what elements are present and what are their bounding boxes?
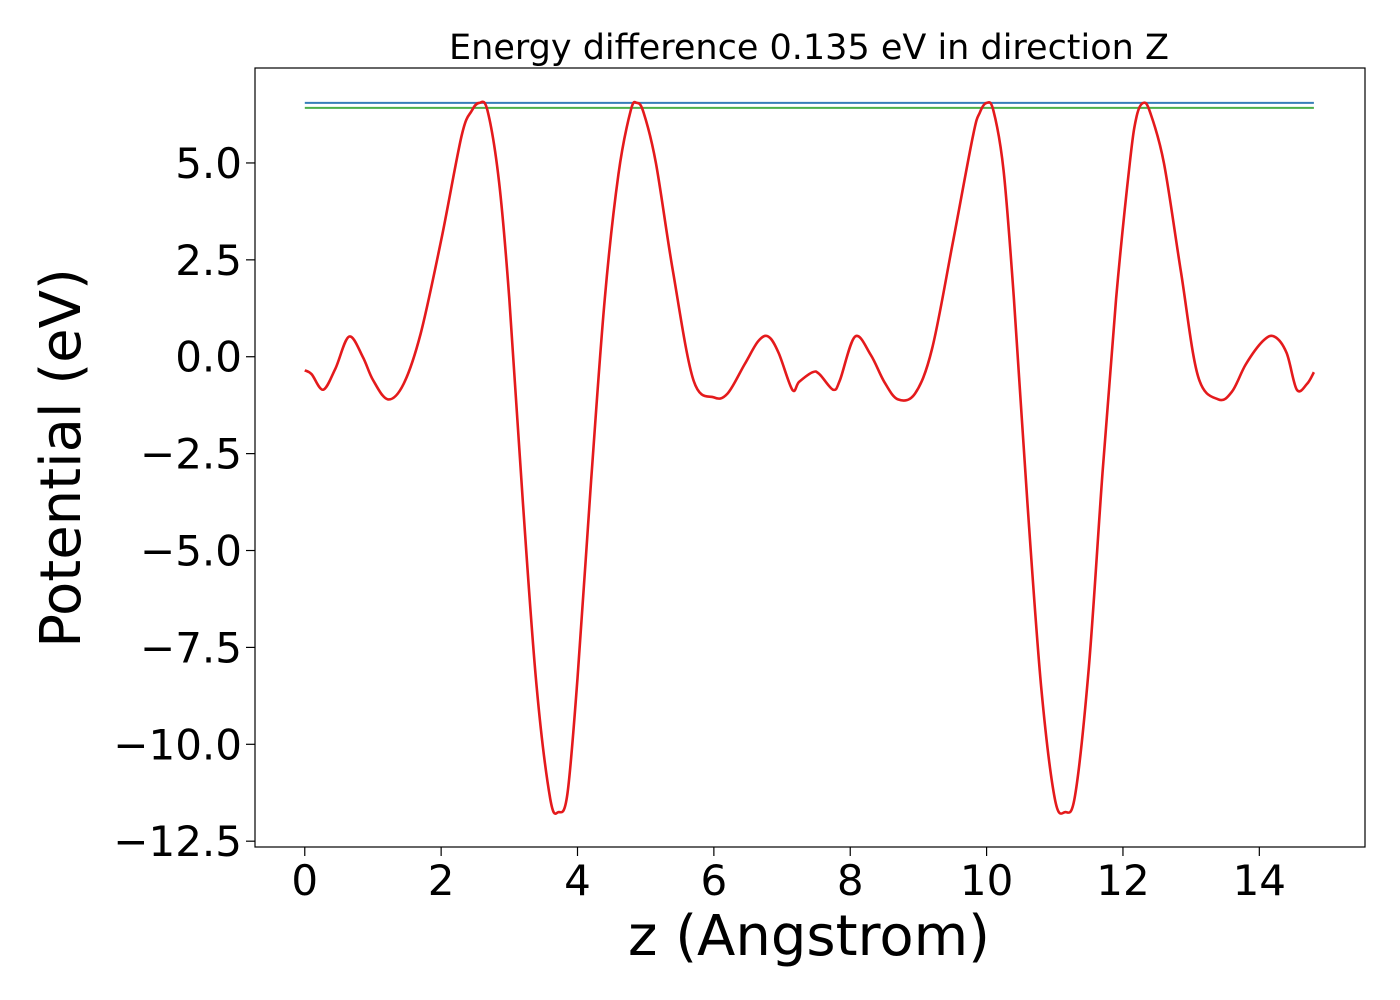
y-tick-label: −7.5 [140,623,242,672]
y-tick-label: 5.0 [175,139,242,188]
x-tick-label: 10 [960,856,1013,905]
y-tick-label: −12.5 [113,817,242,866]
x-axis-ticks: 0 2 4 6 8 10 12 14 [291,847,1286,905]
y-tick-label: 0.0 [175,333,242,382]
x-tick-label: 12 [1096,856,1149,905]
y-tick-label: −2.5 [140,430,242,479]
series-line-potential [304,100,1316,815]
x-tick-label: 4 [564,856,591,905]
chart-title: Energy difference 0.135 eV in direction … [449,28,1169,68]
y-axis-ticks: 5.0 2.5 0.0 −2.5 −5.0 −7.5 −10.0 −12.5 [113,139,255,866]
y-tick-label: 2.5 [175,236,242,285]
x-tick-label: 6 [700,856,727,905]
x-axis-label: z (Angstrom) [628,904,990,969]
x-tick-label: 2 [428,856,455,905]
y-tick-label: −5.0 [140,527,242,576]
x-tick-label: 14 [1233,856,1286,905]
x-tick-label: 8 [837,856,864,905]
plot-lines [304,100,1316,815]
plot-frame [254,67,1366,848]
y-axis-label: Potential (eV) [29,268,94,648]
x-tick-label: 0 [291,856,318,905]
y-tick-label: −10.0 [113,720,242,769]
